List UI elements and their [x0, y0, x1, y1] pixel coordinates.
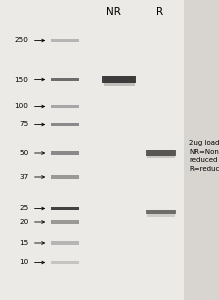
Bar [146, 210, 176, 214]
Text: R: R [156, 7, 163, 17]
Text: 75: 75 [19, 122, 28, 128]
Bar [51, 39, 79, 42]
Bar [51, 175, 79, 178]
Text: 250: 250 [15, 38, 28, 44]
Bar [147, 150, 175, 158]
Bar [146, 150, 176, 156]
Text: 15: 15 [19, 240, 28, 246]
Bar [51, 123, 79, 126]
Bar [104, 76, 135, 86]
Text: 20: 20 [19, 219, 28, 225]
Bar [51, 151, 79, 155]
Text: 100: 100 [15, 103, 28, 109]
Bar [51, 105, 79, 108]
Bar [51, 261, 79, 264]
Bar [51, 207, 79, 210]
Bar [147, 210, 175, 217]
Text: 37: 37 [19, 174, 28, 180]
Text: 10: 10 [19, 260, 28, 266]
Text: NR: NR [106, 7, 121, 17]
Bar [0, 0, 184, 300]
Text: 25: 25 [19, 206, 28, 212]
Bar [51, 241, 79, 245]
Bar [51, 220, 79, 224]
Bar [102, 76, 136, 83]
Text: 150: 150 [15, 76, 28, 82]
Text: 50: 50 [19, 150, 28, 156]
Bar [51, 78, 79, 81]
Text: 2ug loading
NR=Non-
reduced
R=reduced: 2ug loading NR=Non- reduced R=reduced [189, 140, 219, 172]
